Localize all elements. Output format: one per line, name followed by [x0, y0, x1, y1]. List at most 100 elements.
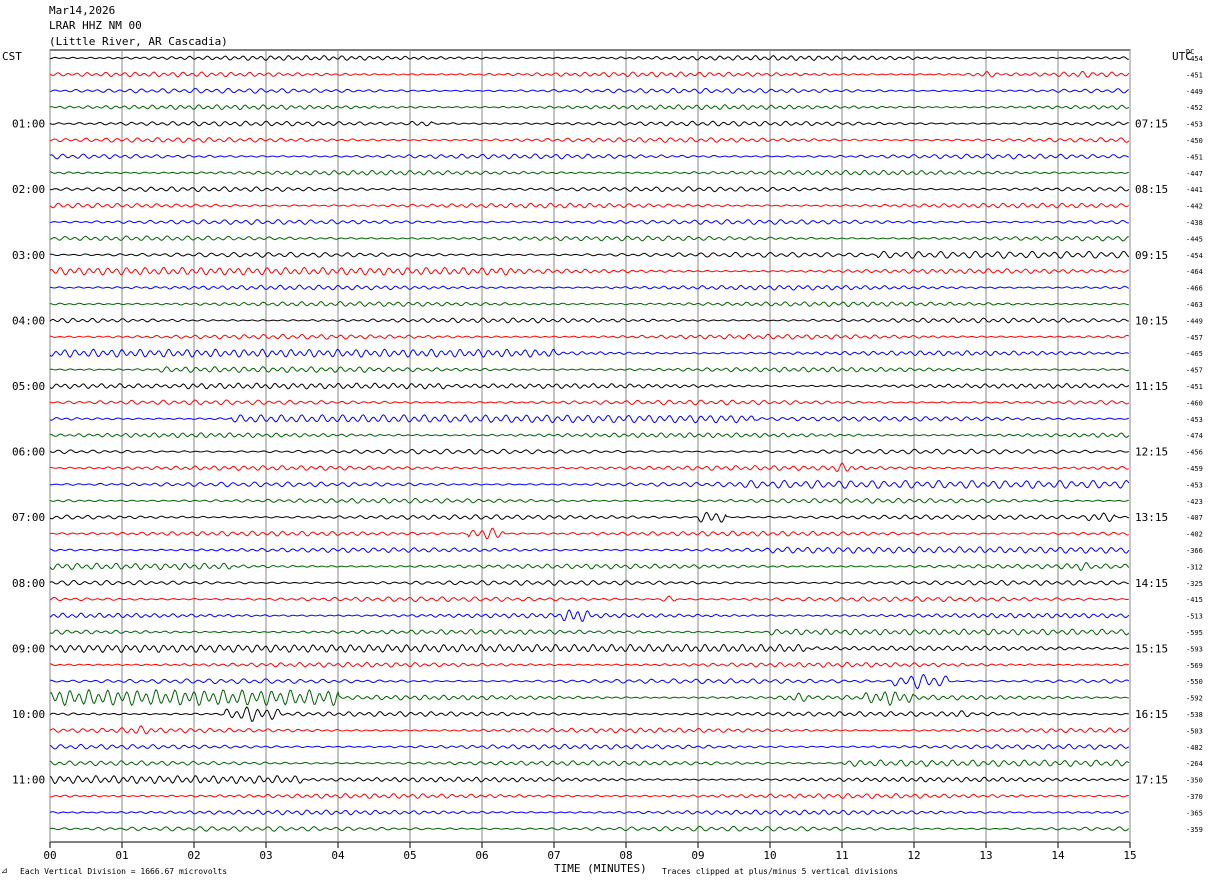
left-hour-label: 02:00: [12, 183, 45, 196]
trace-line: [49, 235, 1129, 242]
trace-line: [49, 317, 1129, 324]
trace-line: [49, 661, 1129, 668]
trace-line: [49, 579, 1129, 586]
trace-line: [49, 153, 1129, 160]
trace-line: [50, 250, 1130, 259]
trace-line: [49, 55, 1129, 61]
scale-note: Each Vertical Division = 1666.67 microvo…: [20, 867, 228, 876]
dc-offset-label: -474: [1186, 432, 1203, 440]
right-hour-label: 07:15: [1135, 118, 1168, 131]
left-hour-label: 06:00: [12, 446, 45, 459]
trace-line: [49, 284, 1130, 291]
dc-offset-label: -459: [1186, 465, 1203, 473]
dc-offset-label: -415: [1186, 596, 1203, 604]
left-hour-label: 09:00: [12, 642, 45, 655]
trace-line: [49, 169, 1129, 176]
x-tick-label: 09: [691, 849, 704, 862]
dc-offset-label: -454: [1186, 252, 1203, 260]
dc-offset-label: -402: [1186, 531, 1203, 539]
dc-offset-label: -595: [1186, 629, 1203, 637]
trace-line: [49, 527, 1129, 540]
trace-line: [49, 775, 1129, 785]
trace-line: [49, 643, 1129, 654]
left-hour-label: 03:00: [12, 249, 45, 262]
dc-offset-label: -463: [1186, 301, 1203, 309]
dc-offset-label: -451: [1186, 383, 1203, 391]
trace-line: [49, 266, 1129, 276]
dc-offset-label: -456: [1186, 449, 1203, 457]
right-hour-label: 09:15: [1135, 249, 1168, 262]
header-location: (Little River, AR Cascadia): [49, 35, 228, 48]
x-tick-label: 01: [115, 849, 128, 862]
left-hour-label: 08:00: [12, 577, 45, 590]
dc-offset-label: -453: [1186, 416, 1203, 424]
trace-line: [49, 706, 1129, 722]
trace-line: [49, 689, 1129, 707]
dc-offset-label: -407: [1186, 514, 1203, 522]
trace-line: [49, 104, 1130, 111]
right-hour-label: 08:15: [1135, 183, 1168, 196]
dc-offset-label: -592: [1186, 695, 1203, 703]
left-hour-label: 01:00: [12, 118, 45, 131]
trace-line: [49, 301, 1129, 308]
dc-offset-label: -457: [1186, 367, 1203, 375]
trace-line: [49, 809, 1129, 816]
left-hour-label: 11:00: [12, 774, 45, 787]
dc-offset-label: -264: [1186, 760, 1203, 768]
header-date: Mar14,2026: [49, 4, 116, 17]
plot-frame: [49, 49, 1131, 843]
dc-offset-label: -365: [1186, 809, 1203, 817]
clip-note: Traces clipped at plus/minus 5 vertical …: [662, 867, 899, 876]
right-hour-label: 11:15: [1135, 380, 1168, 393]
left-hour-label: 04:00: [12, 314, 45, 327]
trace-line: [49, 793, 1129, 800]
dc-offset-label: -454: [1186, 55, 1203, 63]
trace-line: [49, 825, 1130, 832]
trace-line: [49, 333, 1129, 340]
dc-offset-label: -453: [1186, 481, 1203, 489]
dc-offset-label: -460: [1186, 399, 1203, 407]
trace-line: [49, 202, 1130, 209]
trace-line: [49, 348, 1129, 358]
trace-line: [49, 743, 1130, 750]
trace-line: [49, 725, 1130, 735]
trace-line: [49, 382, 1130, 390]
trace-line: [49, 628, 1130, 636]
trace-line: [49, 87, 1130, 94]
dc-offset-label: -350: [1186, 777, 1203, 785]
trace-line: [49, 609, 1130, 623]
time-gridlines: [49, 49, 1131, 848]
dc-offset-label: -441: [1186, 186, 1203, 194]
dc-offset-label: -447: [1186, 170, 1203, 178]
axis-labels: 00 01 02 03 04 05 06 07 08 09 10 11 12 13 14 15 -454 -451…: [12, 55, 1203, 862]
trace-line: [49, 497, 1129, 504]
dc-offset-label: -569: [1186, 662, 1203, 670]
right-hour-label: 15:15: [1135, 642, 1168, 655]
dc-offset-label: -466: [1186, 285, 1203, 293]
dc-offset-label: -366: [1186, 547, 1203, 555]
trace-line: [50, 432, 1130, 439]
trace-line: [49, 399, 1130, 406]
x-tick-label: 04: [331, 849, 345, 862]
trace-line: [49, 71, 1130, 78]
dc-offset-label: -452: [1186, 104, 1203, 112]
header-station: LRAR HHZ NM 00: [49, 19, 142, 32]
trace-line: [49, 511, 1130, 523]
dc-offset-label: -449: [1186, 88, 1203, 96]
dc-offset-label: -457: [1186, 334, 1203, 342]
dc-offset-label: -513: [1186, 613, 1203, 621]
trace-line: [49, 366, 1129, 373]
trace-line: [49, 759, 1130, 767]
x-tick-label: 13: [979, 849, 992, 862]
trace-line: [50, 673, 1130, 690]
x-tick-label: 12: [907, 849, 920, 862]
x-tick-label: 15: [1123, 849, 1136, 862]
x-tick-label: 02: [187, 849, 200, 862]
x-tick-label: 10: [763, 849, 776, 862]
dc-offset-label: -453: [1186, 121, 1203, 129]
dc-offset-label: -442: [1186, 203, 1203, 211]
trace-line: [49, 120, 1129, 127]
dc-offset-label: -359: [1186, 826, 1203, 834]
x-tick-label: 06: [475, 849, 488, 862]
x-tick-label: 00: [43, 849, 56, 862]
